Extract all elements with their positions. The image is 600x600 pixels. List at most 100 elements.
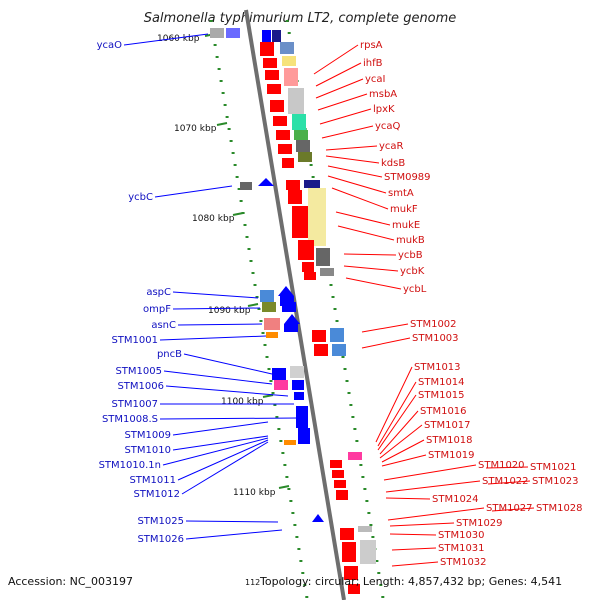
gene-block-forward (330, 460, 342, 468)
rail-dot (341, 356, 345, 358)
gene-label-right[interactable]: STM1032 (440, 557, 487, 568)
rail-dot (267, 368, 271, 370)
rail-dot (377, 572, 381, 574)
gene-label-right[interactable]: STM1022 (482, 476, 529, 487)
gene-label-left[interactable]: STM1026 (137, 534, 184, 545)
gene-label-left[interactable]: STM1011 (129, 475, 176, 486)
gene-label-left[interactable]: ycbC (128, 192, 153, 203)
gene-label-right[interactable]: ycaI (365, 74, 386, 85)
gene-label-left[interactable]: STM1008.S (102, 414, 158, 425)
gene-label-left[interactable]: aspC (146, 287, 171, 298)
gene-label-right[interactable]: STM1021 (530, 462, 577, 473)
feature-block (262, 302, 276, 312)
gene-label-left[interactable]: STM1005 (115, 366, 162, 377)
feature-block (332, 344, 346, 356)
gene-block-forward (336, 490, 348, 500)
rail-dot (365, 500, 369, 502)
feature-block (262, 30, 271, 42)
rail-dot (349, 404, 353, 406)
rail-dot (287, 32, 291, 34)
gene-label-right[interactable]: STM1002 (410, 319, 457, 330)
feature-block (320, 268, 334, 276)
rail-dot (293, 524, 297, 526)
gene-label-right[interactable]: STM1017 (424, 420, 471, 431)
gene-label-left[interactable]: STM1006 (117, 381, 164, 392)
gene-label-right[interactable]: ycaQ (375, 121, 401, 132)
feature-block (296, 140, 310, 152)
genome-summary: Topology: circular; Length: 4,857,432 bp… (259, 575, 562, 588)
rail-dot (279, 440, 283, 442)
gene-label-right[interactable]: STM1028 (536, 503, 583, 514)
rail-dot (329, 284, 333, 286)
gene-label-right[interactable]: STM1016 (420, 406, 467, 417)
feature-block (284, 440, 296, 445)
gene-label-right[interactable]: mukF (390, 204, 418, 215)
gene-label-left[interactable]: STM1012 (133, 489, 180, 500)
connector-line (381, 439, 425, 463)
gene-label-right[interactable]: kdsB (381, 158, 405, 169)
gene-arrow-reverse (278, 286, 294, 296)
gene-label-left[interactable]: pncB (157, 349, 182, 360)
gene-block-forward (344, 566, 358, 580)
connector-line (319, 108, 372, 125)
gene-label-right[interactable]: ycbB (398, 250, 423, 261)
gene-block-reverse (272, 368, 286, 380)
gene-label-left[interactable]: ompF (143, 304, 171, 315)
gene-label-right[interactable]: rpsA (360, 40, 383, 51)
rail-dot (229, 140, 233, 142)
gene-block-forward (265, 70, 279, 80)
connector-line (325, 155, 380, 164)
gene-label-right[interactable]: ycbK (400, 266, 425, 277)
gene-label-right[interactable]: STM1030 (438, 530, 485, 541)
connector-line (485, 466, 529, 469)
gene-label-right[interactable]: smtA (388, 188, 414, 199)
gene-block-forward (302, 262, 314, 272)
rail-dot (249, 260, 253, 262)
gene-label-right[interactable]: STM1015 (418, 390, 465, 401)
gene-label-left[interactable]: STM1010.1n (99, 460, 161, 471)
rail-dot (209, 20, 213, 22)
gene-block-forward (342, 542, 356, 562)
rail-dot (285, 476, 289, 478)
gene-label-right[interactable]: STM1029 (456, 518, 503, 529)
gene-label-left[interactable]: STM1001 (111, 335, 158, 346)
gene-label-right[interactable]: STM1020 (478, 460, 525, 471)
gene-label-right[interactable]: lpxK (373, 104, 395, 115)
connector-line (337, 225, 395, 241)
connector-line (491, 507, 535, 512)
gene-label-right[interactable]: STM1019 (428, 450, 475, 461)
gene-label-right[interactable]: STM0989 (384, 172, 431, 183)
gene-label-right[interactable]: STM1018 (426, 435, 473, 446)
rail-dot (359, 464, 363, 466)
gene-label-right[interactable]: STM1014 (418, 377, 465, 388)
gene-label-left[interactable]: STM1025 (137, 516, 184, 527)
kbp-label: 1060 kbp (157, 34, 200, 44)
label-connectors (123, 33, 535, 567)
rail-dot (369, 524, 373, 526)
gene-label-left[interactable]: asnC (151, 320, 176, 331)
gene-label-right[interactable]: ihfB (363, 58, 383, 69)
gene-label-right[interactable]: ycaR (379, 141, 404, 152)
feature-block (290, 366, 304, 378)
gene-label-right[interactable]: msbA (369, 89, 397, 100)
gene-label-right[interactable]: STM1023 (532, 476, 579, 487)
connector-line (317, 93, 368, 111)
gene-label-left[interactable]: STM1009 (124, 430, 171, 441)
gene-label-left[interactable]: ycaO (97, 40, 123, 51)
gene-label-right[interactable]: STM1013 (414, 362, 461, 373)
rail-dot (259, 320, 263, 322)
gene-label-right[interactable]: STM1031 (438, 543, 485, 554)
gene-label-right[interactable]: STM1027 (486, 503, 533, 514)
gene-block-forward (292, 206, 308, 238)
gene-label-right[interactable]: mukB (396, 235, 425, 246)
gene-label-right[interactable]: STM1024 (432, 494, 479, 505)
gene-label-right[interactable]: STM1003 (412, 333, 459, 344)
gene-block-forward (348, 584, 360, 594)
kbp-tick (216, 122, 228, 126)
gene-label-right[interactable]: ycbL (403, 284, 427, 295)
gene-label-right[interactable]: mukE (392, 220, 420, 231)
right-gene-labels: rpsA ihfB ycaI msbA lpxK ycaQ ycaR kdsB STM0989 s… (360, 40, 583, 568)
gene-label-left[interactable]: STM1010 (124, 445, 171, 456)
gene-label-left[interactable]: STM1007 (111, 399, 158, 410)
